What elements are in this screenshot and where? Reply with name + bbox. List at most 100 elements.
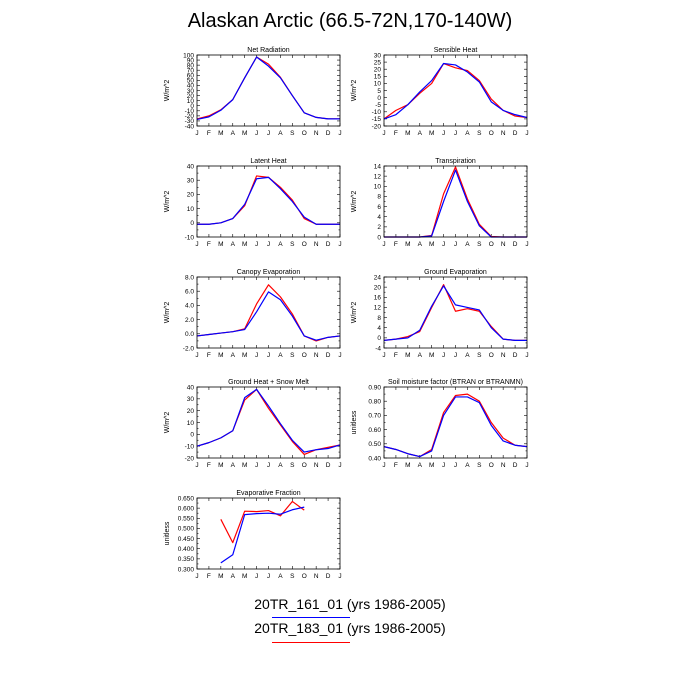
series-line-blue [384, 169, 527, 238]
y-tick-label: 6 [377, 204, 381, 211]
x-tick-label: J [442, 352, 445, 359]
x-tick-label: J [525, 462, 528, 469]
y-tick-label: 30 [187, 396, 195, 403]
x-tick-label: S [290, 352, 295, 359]
x-tick-label: J [382, 241, 385, 248]
y-tick-label: 15 [374, 74, 382, 81]
plot-frame [196, 386, 341, 459]
y-tick-label: -40 [185, 123, 195, 130]
series-line-red [383, 284, 527, 341]
y-tick-label: 100 [183, 52, 194, 59]
y-tick-label: 40 [187, 163, 195, 170]
y-tick-label: 24 [374, 274, 382, 281]
x-tick-label: S [290, 573, 295, 580]
y-tick-label: 4 [377, 214, 381, 221]
x-tick-label: M [242, 130, 247, 137]
x-tick-label: S [290, 241, 295, 248]
y-tick-label: 60 [187, 73, 195, 80]
y-tick-label: 30 [187, 88, 195, 95]
y-tick-label: 0 [190, 103, 194, 110]
y-tick-label: 0.400 [178, 546, 195, 553]
x-tick-label: M [218, 130, 223, 137]
chart-panel-1: Net Radiation W/m^2 -40-30-20-100102030405… [164, 47, 342, 137]
series-line-blue [196, 388, 341, 453]
plot-frame [383, 276, 528, 349]
x-tick-label: J [255, 241, 258, 248]
x-tick-label: N [501, 241, 506, 248]
x-tick-label: D [513, 130, 518, 137]
x-tick-label: N [501, 462, 506, 469]
y-tick-label: 40 [187, 384, 195, 391]
x-tick-label: F [207, 130, 211, 137]
chart-title: Soil moisture factor (BTRAN or BTRANMN) [388, 379, 523, 386]
series-line-blue [383, 62, 528, 120]
x-tick-label: S [477, 130, 482, 137]
y-tick-label: 8.0 [185, 274, 194, 281]
plot-frame [196, 54, 341, 127]
y-tick-label: -10 [185, 108, 195, 115]
y-tick-label: 0 [190, 220, 194, 227]
y-tick-label: 80 [187, 62, 195, 69]
x-tick-label: F [207, 352, 211, 359]
x-tick-label: J [525, 352, 528, 359]
x-tick-label: J [255, 352, 258, 359]
chart-title: Canopy Evaporation [237, 269, 301, 276]
x-tick-label: J [382, 352, 385, 359]
x-tick-label: J [195, 241, 198, 248]
series-line-red [220, 500, 305, 544]
x-tick-label: N [314, 573, 319, 580]
x-tick-label: J [454, 241, 457, 248]
y-tick-label: 10 [374, 81, 382, 88]
y-tick-label: 50 [187, 78, 195, 85]
x-tick-label: S [477, 241, 482, 248]
x-tick-label: J [195, 130, 198, 137]
y-tick-label: 5 [377, 88, 381, 95]
y-axis-label: unitless [164, 521, 171, 545]
y-tick-label: 2 [377, 224, 381, 231]
y-axis-label: unitless [351, 410, 358, 434]
x-tick-label: N [314, 241, 319, 248]
x-tick-label: D [513, 352, 518, 359]
series-line-red [196, 284, 341, 342]
x-tick-label: A [418, 241, 423, 248]
x-tick-label: A [465, 352, 470, 359]
page-title: Alaskan Arctic (66.5-72N,170-140W) [187, 10, 513, 32]
x-tick-label: O [302, 130, 307, 137]
y-tick-label: 20 [187, 408, 195, 415]
x-tick-label: M [218, 462, 223, 469]
y-tick-label: 16 [374, 295, 382, 302]
x-tick-label: M [405, 462, 410, 469]
x-tick-label: J [338, 130, 341, 137]
x-tick-label: J [267, 462, 270, 469]
y-tick-label: 14 [374, 163, 382, 170]
x-tick-label: M [429, 241, 434, 248]
y-tick-label: 4.0 [185, 303, 194, 310]
y-tick-label: 0.50 [368, 441, 381, 448]
x-tick-label: J [267, 352, 270, 359]
x-tick-label: O [489, 130, 494, 137]
x-tick-label: S [290, 462, 295, 469]
x-tick-label: J [255, 130, 258, 137]
x-tick-label: J [525, 130, 528, 137]
x-tick-label: M [429, 130, 434, 137]
x-tick-label: M [429, 352, 434, 359]
x-tick-label: D [326, 573, 331, 580]
y-axis-label: W/m^2 [351, 80, 358, 102]
series-line-blue [383, 285, 527, 341]
y-axis-label: W/m^2 [164, 302, 171, 324]
legend-swatch-red [272, 642, 350, 643]
y-tick-label: -15 [372, 116, 382, 123]
x-tick-label: S [477, 462, 482, 469]
x-tick-label: M [242, 462, 247, 469]
x-tick-label: F [394, 352, 398, 359]
x-tick-label: M [405, 352, 410, 359]
y-tick-label: 40 [187, 83, 195, 90]
x-tick-label: O [489, 241, 494, 248]
y-tick-label: 0.70 [368, 413, 381, 420]
y-axis-label: W/m^2 [351, 302, 358, 324]
chart-panel-8: Soil moisture factor (BTRAN or BTRANMN) u… [351, 379, 529, 469]
series-line-blue [196, 291, 341, 341]
chart-title: Ground Evaporation [424, 269, 487, 276]
